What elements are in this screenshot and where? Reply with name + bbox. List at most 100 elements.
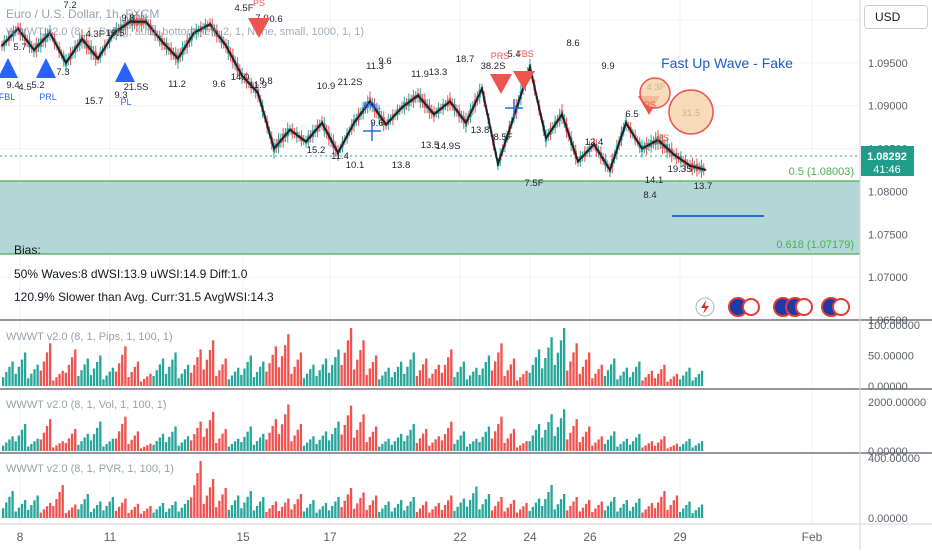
indicator-bar: [412, 352, 415, 386]
event-icons[interactable]: [695, 297, 850, 317]
indicator-bar: [67, 438, 71, 451]
indicator-bar: [644, 377, 647, 386]
time-tick-label: 17: [323, 530, 337, 544]
indicator-bar: [102, 510, 105, 518]
indicator-bar: [534, 502, 538, 518]
wave-label: 7.2: [63, 0, 76, 11]
indicator-bar: [312, 500, 315, 518]
signal-label: PS: [644, 100, 656, 110]
indicator-bar: [409, 429, 412, 451]
indicator-bar: [208, 420, 212, 451]
indicator-bar: [215, 507, 218, 518]
indicator-bar: [371, 500, 375, 518]
signal-label: FBL: [0, 92, 15, 102]
indicator-bar: [133, 506, 136, 518]
indicator-bar: [403, 441, 406, 451]
time-axis[interactable]: 8 11 15 17 22 24 26 29 Feb: [17, 530, 823, 544]
wave-label: 21.2S: [338, 77, 363, 88]
indicator-bar: [541, 506, 544, 518]
indicator-bar: [23, 424, 27, 451]
indicator-bar: [494, 431, 497, 451]
indicator-bar: [431, 373, 434, 386]
indicator-bar: [190, 372, 193, 386]
indicator-bar: [117, 363, 121, 386]
indicator-bar: [312, 436, 315, 451]
flag-icon[interactable]: [832, 298, 850, 316]
indicator-bar: [58, 443, 61, 451]
indicator-bar: [96, 361, 99, 386]
indicator-bar: [346, 415, 350, 451]
indicator-bar: [425, 501, 428, 518]
indicator-bar: [171, 505, 174, 518]
indicator-bar: [403, 510, 406, 518]
indicator-bar: [293, 366, 296, 386]
stats-line-2: 120.9% Slower than Avg. Curr:31.5 AvgWSI…: [14, 290, 274, 304]
indicator-bar: [262, 361, 265, 386]
pane-axis-label: 0.00000: [868, 446, 908, 458]
indicator-bar: [343, 424, 346, 451]
indicator-bar: [146, 445, 149, 451]
indicator-bar: [105, 443, 108, 451]
indicator-bar: [356, 359, 359, 386]
indicator-bar: [340, 507, 343, 518]
flag-icon[interactable]: [795, 298, 813, 316]
indicator-bar: [666, 448, 669, 451]
indicator-bar: [418, 370, 422, 386]
buy-triangle-icon: [115, 62, 135, 82]
indicator-bar: [252, 377, 256, 386]
indicator-bar: [396, 437, 400, 451]
indicator-bar: [193, 485, 196, 518]
indicator-bar: [569, 505, 572, 518]
indicator-bar: [597, 505, 600, 518]
indicator-bar: [14, 511, 17, 518]
indicator-bar: [490, 510, 494, 518]
flag-icon[interactable]: [742, 298, 760, 316]
indicator-bar: [421, 433, 425, 451]
indicator-bar: [494, 505, 497, 518]
indicator-bar: [371, 361, 375, 386]
indicator-bar: [52, 506, 55, 518]
zigzag-line: [1, 20, 707, 173]
indicator-bar: [139, 513, 143, 518]
indicator-bar: [531, 364, 534, 386]
indicator-bar: [534, 357, 538, 386]
indicator-bar: [531, 435, 534, 451]
indicator-bar: [186, 364, 190, 386]
indicator-bar: [86, 433, 89, 451]
indicator-bar: [334, 501, 337, 518]
indicator-bar: [23, 352, 27, 386]
currency-selector[interactable]: USD: [864, 5, 928, 29]
indicator-bar: [384, 371, 387, 386]
indicator-bar: [309, 369, 312, 386]
indicator-bar: [403, 373, 406, 386]
indicator-bar: [83, 364, 86, 386]
indicator-bar: [177, 511, 180, 518]
indicator-bar: [202, 369, 205, 386]
indicator-bar: [368, 368, 372, 386]
indicator-bar: [656, 442, 660, 451]
indicator-bar: [685, 441, 688, 451]
indicator-bar: [39, 370, 42, 386]
time-tick-label: 15: [236, 530, 250, 544]
indicator-bar: [622, 371, 625, 386]
indicator-bar: [619, 443, 622, 451]
indicator-bar: [74, 504, 77, 518]
indicator-bar: [139, 381, 143, 386]
indicator-bar: [205, 495, 209, 518]
indicator-bar: [11, 436, 14, 451]
indicator-bar: [327, 372, 331, 386]
indicator-bar: [415, 376, 419, 386]
indicator-bar: [425, 428, 428, 451]
indicator-bar: [130, 509, 133, 518]
vol-pane-title: WWWT v2.0 (8, 1, Vol, 1, 100, 1): [6, 399, 167, 411]
indicator-bar: [631, 441, 635, 451]
wave-label: 9.6: [212, 79, 225, 90]
indicator-bar: [293, 504, 296, 518]
indicator-bar: [180, 507, 183, 518]
indicator-bar: [158, 364, 162, 386]
indicator-bar: [421, 505, 425, 518]
indicator-bar: [277, 434, 281, 451]
indicator-bar: [309, 439, 312, 451]
indicator-bar: [152, 444, 155, 451]
